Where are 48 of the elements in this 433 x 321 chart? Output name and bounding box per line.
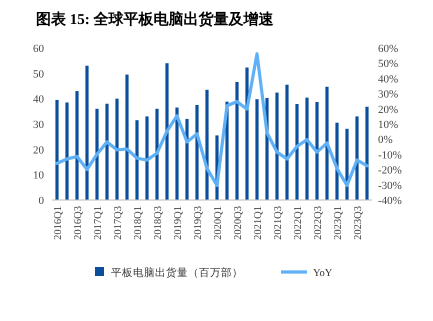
x-tick-label: 2018Q3 [153, 206, 164, 240]
x-tick-label: 2022Q3 [313, 206, 324, 240]
y2-tick-label: 0% [378, 134, 393, 146]
x-tick-label: 2020Q1 [213, 206, 224, 240]
y2-tick-label: -10% [378, 149, 402, 162]
x-tick-label: 2020Q3 [233, 206, 244, 240]
y-tick-label: 30 [33, 119, 44, 131]
y-tick-label: 50 [33, 68, 44, 80]
y2-tick-label: 30% [378, 88, 398, 101]
y-tick-label: 60 [33, 43, 44, 55]
x-tick-label: 2018Q1 [133, 206, 144, 240]
y2-tick-label: 10% [378, 119, 398, 131]
y2-tick-label: 20% [378, 104, 398, 116]
chart-title: 图表 15: 全球平板电脑出货量及增速 [36, 10, 274, 28]
x-tick-label: 2019Q3 [193, 206, 204, 240]
y2-tick-label: -40% [378, 195, 402, 207]
bar [365, 106, 369, 200]
line-series [55, 52, 369, 188]
bar [125, 74, 129, 200]
y2-tick-label: 40% [378, 73, 398, 86]
y-tick-label: 10 [33, 170, 44, 182]
y2-tick-label: -20% [378, 164, 402, 177]
x-tick-label: 2021Q3 [273, 206, 284, 240]
x-tick-label: 2017Q1 [93, 206, 104, 240]
legend-label: 平板电脑出货量（百万部） [111, 266, 243, 279]
x-tick-label: 2022Q1 [293, 206, 304, 240]
legend-label: YoY [313, 268, 333, 279]
y-tick-label: 0 [38, 195, 44, 207]
bar [65, 102, 69, 200]
x-tick-label: 2016Q3 [73, 206, 84, 240]
bar [75, 91, 79, 200]
bar [285, 84, 289, 200]
x-tick-label: 2016Q1 [53, 206, 64, 240]
y-tick-label: 40 [33, 94, 44, 106]
y2-tick-label: 50% [378, 58, 398, 70]
y-tick-label: 20 [33, 144, 44, 156]
x-tick-label: 2023Q3 [353, 206, 364, 240]
y2-tick-label: 60% [378, 43, 398, 55]
bar [115, 98, 119, 200]
y2-tick-label: -30% [378, 180, 402, 192]
bar [235, 82, 239, 200]
bar [55, 100, 59, 200]
x-tick-label: 2023Q1 [333, 206, 344, 240]
x-tick-label: 2017Q3 [113, 206, 124, 240]
bar [85, 66, 89, 200]
bar [255, 99, 259, 200]
x-tick-label: 2021Q1 [253, 206, 264, 240]
x-tick-label: 2019Q1 [173, 206, 184, 240]
